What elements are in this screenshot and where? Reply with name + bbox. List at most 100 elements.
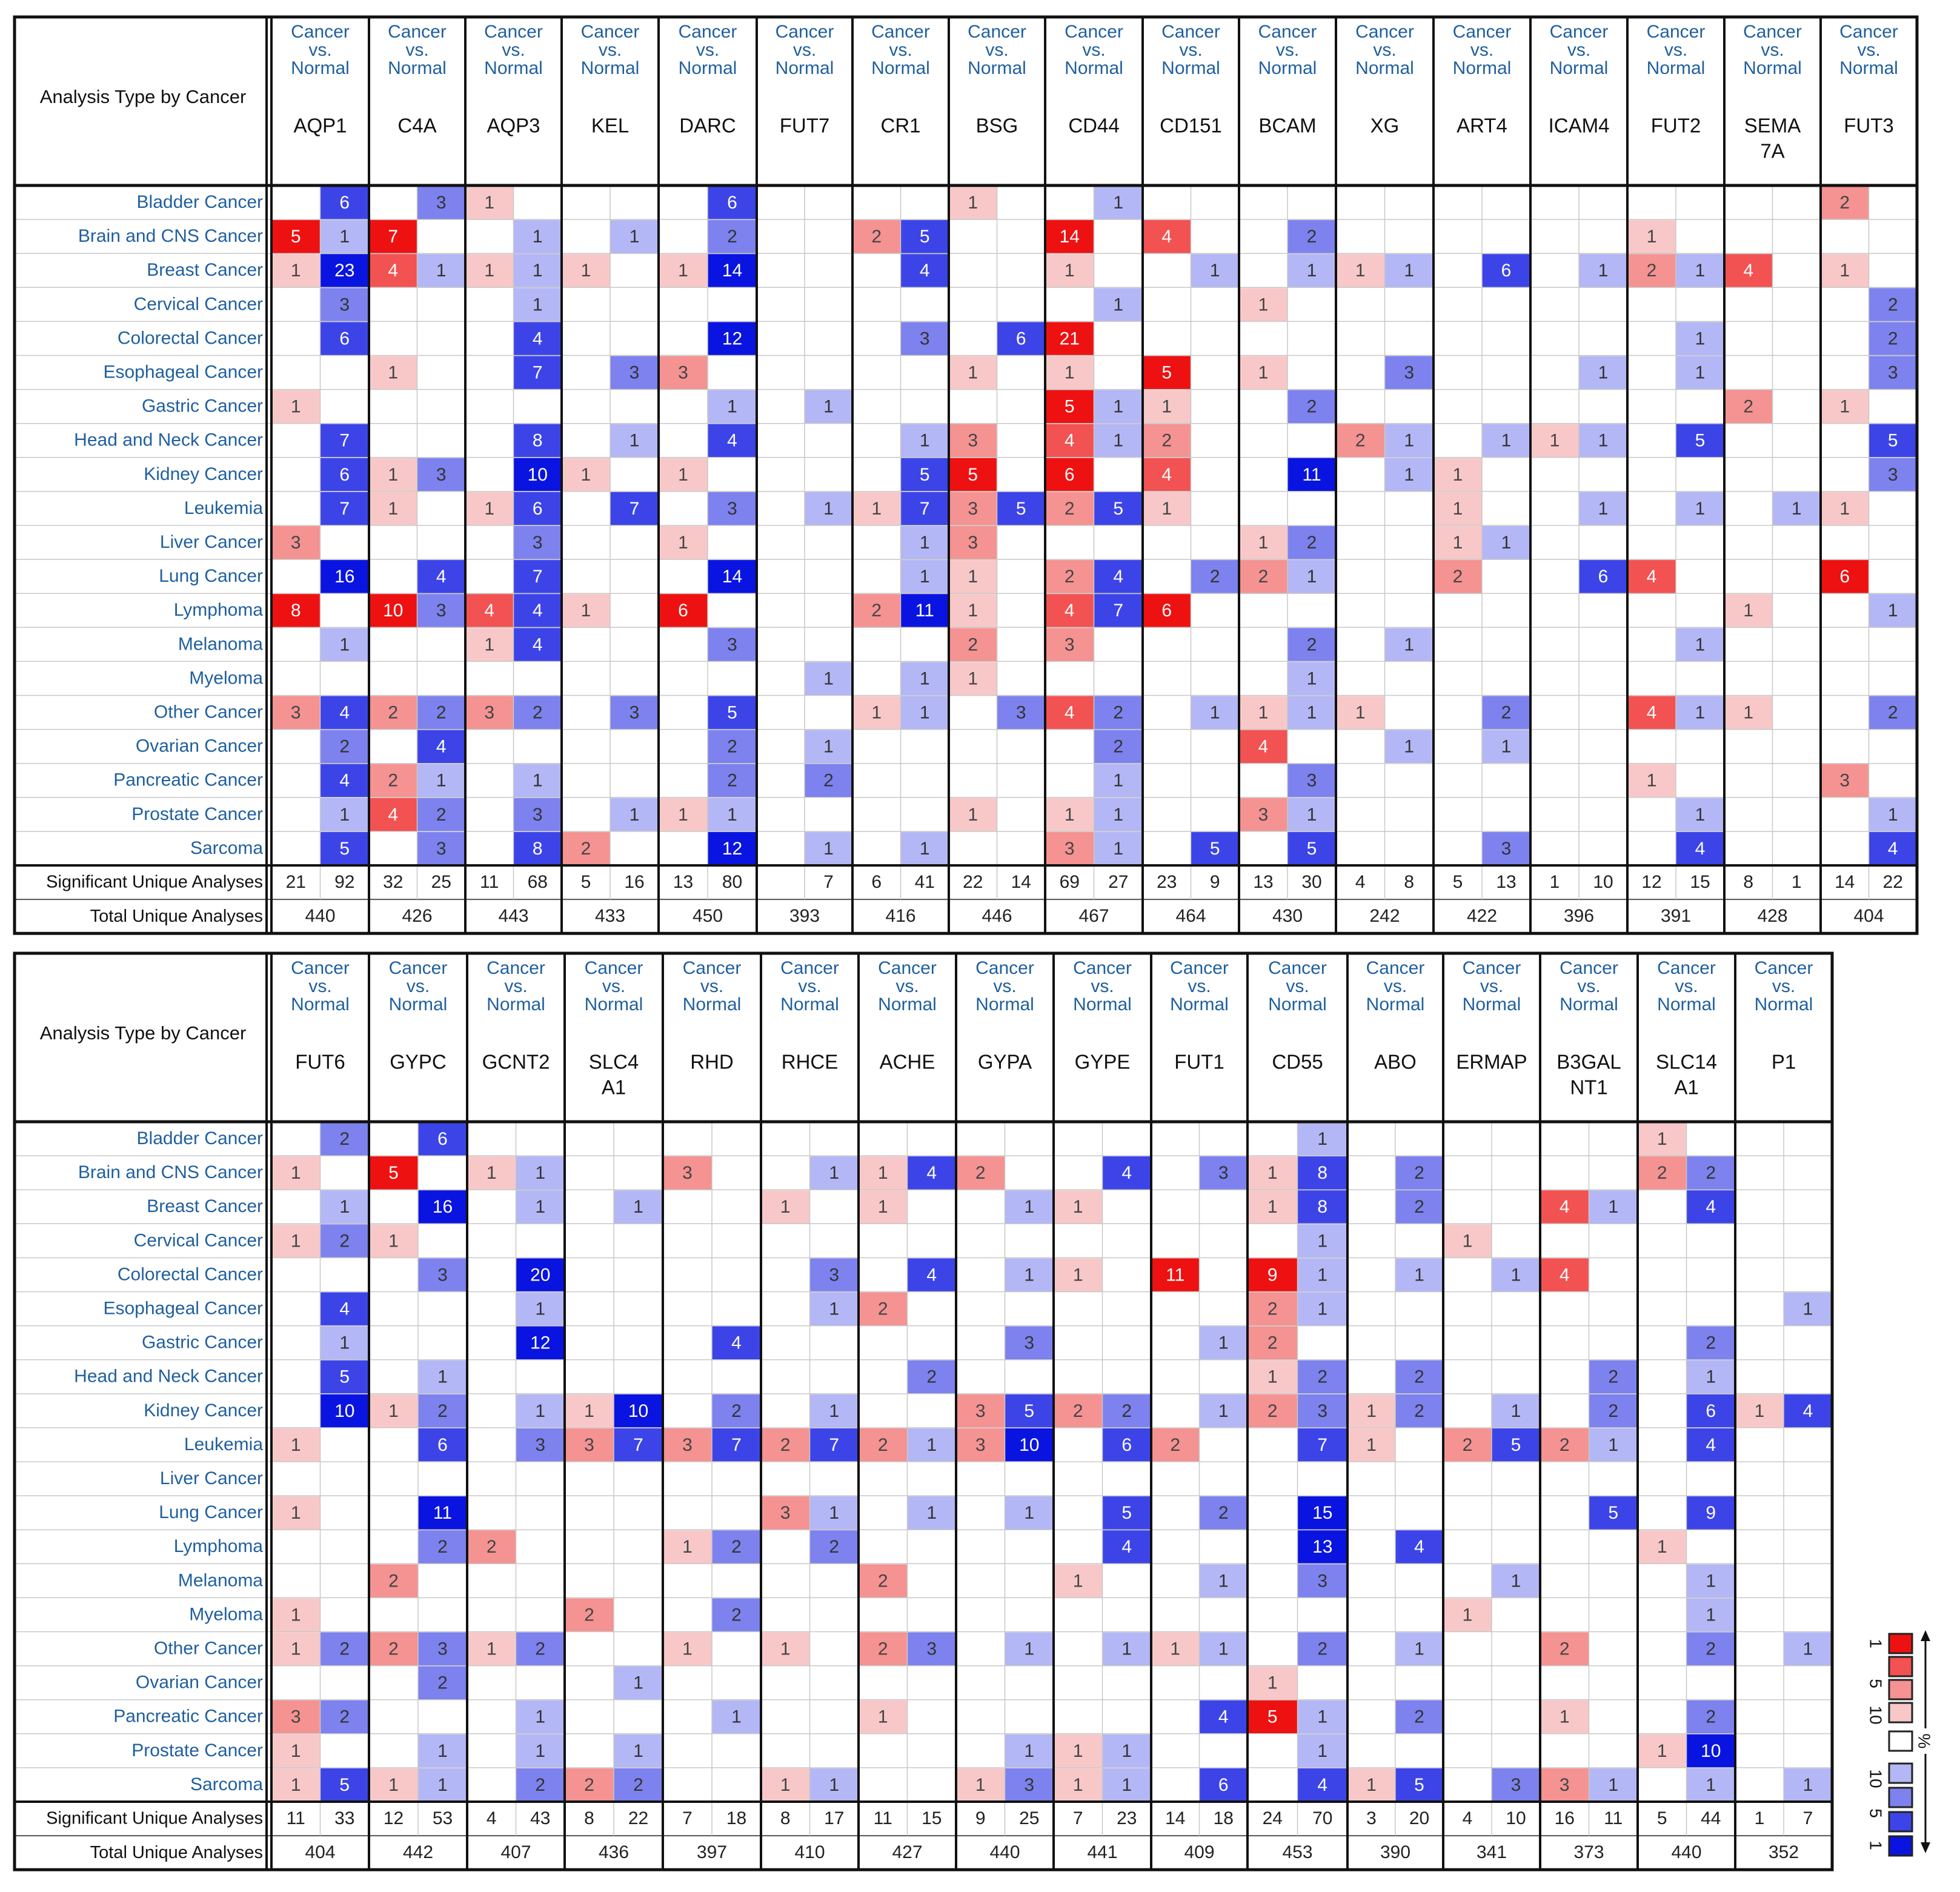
panel-1-sig-up-darc: 13 <box>673 872 693 892</box>
panel-1-cell-up-label-aqp3-r0: 1 <box>484 193 494 213</box>
panel-1-cell-up-bsg-r9 <box>949 491 997 525</box>
panel-1-cell-up-label-cd44-r4: 21 <box>1060 328 1080 348</box>
panel-2-cell-down-ermap-r13 <box>1492 1564 1540 1598</box>
panel-2-subtitle-vs-gcnt2: vs. <box>504 976 527 996</box>
panel-2-cell-down-b3gal-nt1-r2 <box>1589 1190 1637 1224</box>
panel-1-gene-label-bsg: BSG <box>976 115 1018 137</box>
panel-2-cell-down-b3gal-nt1-r7 <box>1589 1360 1637 1394</box>
panel-2-cell-down-gypa-r9 <box>1005 1428 1053 1462</box>
panel-1-total-aqp1: 440 <box>305 906 335 926</box>
panel-2-row-label-other-cancer: Other Cancer <box>154 1638 263 1658</box>
panel-1-cell-down-label-xg-r2: 1 <box>1404 261 1414 281</box>
panel-1-row-label-brain-and-cns-cancer: Brain and CNS Cancer <box>78 226 263 246</box>
panel-2-cell-down-label-slc14-a1-r17: 2 <box>1706 1707 1716 1727</box>
panel-2-cell-down-slc14-a1-r17 <box>1686 1700 1735 1734</box>
panel-1-cell-up-label-cd44-r5: 1 <box>1065 362 1075 382</box>
panel-2-sig-down-slc14-a1: 44 <box>1701 1808 1721 1828</box>
panel-1-cell-down-aqp1-r3 <box>320 288 368 322</box>
panel-2-cell-down-label-cd55-r12: 13 <box>1312 1537 1332 1557</box>
panel-1-cell-up-label-c4a-r5: 1 <box>388 362 398 382</box>
panel-2-cell-down-rhd-r6 <box>712 1326 760 1360</box>
panel-1-cell-down-darc-r9 <box>708 491 756 525</box>
panel-2-cell-down-label-gypa-r11: 1 <box>1024 1503 1034 1523</box>
panel-2-cell-up-cd55-r6 <box>1248 1326 1298 1360</box>
panel-1-cell-down-aqp3-r19 <box>513 831 561 865</box>
panel-1-subtitle-normal-fut2: Normal <box>1647 58 1706 78</box>
panel-2-gene-label-abo: ABO <box>1374 1051 1417 1073</box>
panel-2-cell-down-b3gal-nt1-r9 <box>1589 1428 1637 1462</box>
panel-1-cell-up-darc-r2 <box>659 254 708 288</box>
panel-2-cell-down-label-gypa-r8: 5 <box>1024 1401 1034 1421</box>
panel-2-cell-up-b3gal-nt1-r2 <box>1541 1190 1589 1224</box>
panel-2-cell-down-gcnt2-r1 <box>516 1156 564 1190</box>
panel-2-sig-down-p1: 7 <box>1803 1808 1813 1828</box>
panel-1-cell-down-label-cd44-r12: 7 <box>1113 601 1123 621</box>
panel-1-gene-label-aqp3: AQP3 <box>487 115 540 137</box>
panel-2-cell-down-label-abo-r12: 4 <box>1414 1537 1424 1557</box>
panel-1-total-sema-7a: 428 <box>1757 906 1787 926</box>
panel-1-gene-label-cd151: CD151 <box>1160 115 1222 137</box>
panel-1-cell-up-bcam-r16 <box>1240 730 1287 764</box>
panel-2-cell-up-label-b3gal-nt1-r19: 3 <box>1560 1775 1570 1795</box>
panel-2-cell-up-fut6-r18 <box>272 1734 321 1768</box>
panel-2-sig-up-abo: 3 <box>1366 1808 1377 1828</box>
panel-2-cell-up-label-slc4-a1-r19: 2 <box>584 1775 594 1795</box>
legend-swatch-6 <box>1888 1787 1913 1808</box>
panel-1-cell-down-darc-r2 <box>708 254 756 288</box>
panel-1-sig-down-aqp1: 92 <box>334 872 354 892</box>
panel-1-cell-down-darc-r0 <box>708 186 756 220</box>
panel-1-cell-down-label-bsg-r15: 3 <box>1016 702 1026 722</box>
panel-2-cell-down-label-rhd-r9: 7 <box>731 1435 742 1455</box>
panel-1-cell-up-label-cd44-r9: 2 <box>1065 499 1075 519</box>
panel-2-subtitle-vs-p1: vs. <box>1772 976 1795 996</box>
panel-2-cell-down-label-rhd-r14: 2 <box>731 1605 742 1625</box>
panel-2-cell-down-gcnt2-r2 <box>516 1190 564 1224</box>
panel-2-cell-down-rhce-r4 <box>809 1258 858 1292</box>
panel-1-cell-down-label-fut2-r15: 1 <box>1695 702 1706 722</box>
panel-1-subtitle-vs-kel: vs. <box>599 40 622 60</box>
panel-2-sig-up-ache: 11 <box>874 1808 892 1828</box>
panel-1-cell-down-label-c4a-r18: 2 <box>436 805 447 825</box>
panel-2-cell-up-label-fut6-r19: 1 <box>291 1775 301 1795</box>
panel-1-subtitle-cancer-cd151: Cancer <box>1161 22 1220 42</box>
panel-1-cell-down-label-cr1-r14: 1 <box>920 668 930 688</box>
panel-1-cell-down-aqp1-r16 <box>320 730 368 764</box>
panel-1-cell-up-aqp3-r2 <box>466 254 514 288</box>
panel-2-cell-up-ache-r1 <box>859 1156 908 1190</box>
panel-2-cell-up-rhce-r19 <box>762 1768 810 1802</box>
panel-2-cell-up-label-gypa-r1: 2 <box>975 1163 986 1183</box>
panel-1-cell-down-label-fut2-r18: 1 <box>1695 805 1706 825</box>
panel-1-cell-up-label-aqp1-r1: 5 <box>291 227 301 247</box>
panel-2-cell-down-p1-r15 <box>1784 1632 1832 1666</box>
panel-1-sig-down-bcam: 30 <box>1301 872 1321 892</box>
panel-2-cell-down-label-gypa-r18: 1 <box>1024 1741 1034 1761</box>
panel-1-cell-down-c4a-r17 <box>417 764 465 798</box>
panel-1-total-c4a: 426 <box>402 906 432 926</box>
panel-1-cell-down-label-cr1-r2: 4 <box>920 261 930 281</box>
panel-1-total-bsg: 446 <box>982 906 1012 926</box>
panel-1-total-art4: 422 <box>1467 906 1497 926</box>
panel-1-cell-up-xg-r2 <box>1337 254 1385 288</box>
panel-1-sig-down-fut3: 22 <box>1883 872 1903 892</box>
panel-2-cell-down-label-slc14-a1-r11: 9 <box>1706 1503 1716 1523</box>
panel-2-cell-down-abo-r15 <box>1395 1632 1443 1666</box>
panel-1-total-kel: 433 <box>595 906 625 926</box>
panel-1-subtitle-cancer-bsg: Cancer <box>968 22 1026 42</box>
panel-1-cell-down-bsg-r15 <box>997 696 1045 730</box>
panel-1-subtitle-normal-cd151: Normal <box>1161 58 1220 78</box>
panel-2-cell-down-cd55-r15 <box>1297 1632 1347 1666</box>
panel-1-cell-down-label-cr1-r8: 5 <box>920 465 930 485</box>
panel-1-cell-down-label-art4-r10: 1 <box>1501 533 1512 553</box>
panel-2-cell-down-cd55-r5 <box>1297 1292 1347 1326</box>
panel-1-subtitle-normal-bsg: Normal <box>968 58 1026 78</box>
panel-1-cell-down-label-c4a-r11: 4 <box>436 567 447 587</box>
panel-2-cell-up-gypa-r8 <box>957 1394 1005 1428</box>
panel-2-sig-down-gypa: 25 <box>1019 1808 1039 1828</box>
panel-2-cell-down-label-rhce-r12: 2 <box>829 1537 839 1557</box>
panel-1-cell-down-aqp1-r8 <box>320 458 368 491</box>
panel-1-cell-down-bcam-r6 <box>1287 390 1335 424</box>
panel-1-cell-down-label-bsg-r4: 6 <box>1016 328 1026 348</box>
panel-2-cell-down-label-fut1-r6: 1 <box>1218 1333 1229 1353</box>
panel-2-cell-up-fut1-r15 <box>1152 1632 1200 1666</box>
panel-2-cell-down-label-fut6-r7: 5 <box>339 1367 350 1387</box>
